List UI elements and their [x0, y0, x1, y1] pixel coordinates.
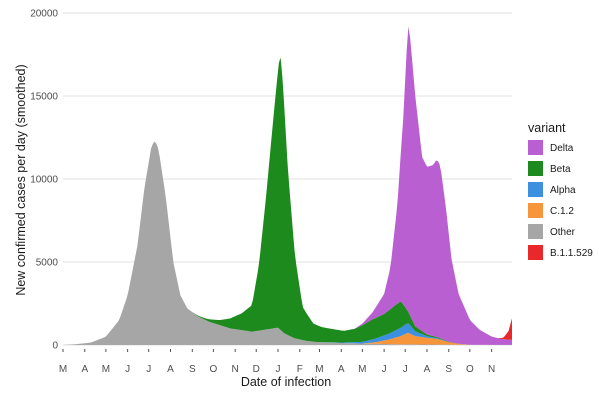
legend-label-beta: Beta [550, 164, 571, 175]
x-tick-label-16: J [403, 364, 408, 375]
x-tick-label-10: J [276, 364, 281, 375]
y-axis: 0 5000 10000 15000 20000 [30, 9, 58, 352]
x-tick-label-3: J [125, 364, 130, 375]
x-tick-label-9: D [253, 364, 260, 375]
legend: variant Delta Beta Alpha C.1.2 Other B.1.1.52… [528, 121, 593, 260]
area-delta [63, 26, 512, 345]
x-tick-label-19: O [466, 364, 474, 375]
x-axis-title: Date of infection [241, 375, 331, 389]
x-tick-label-1: A [81, 364, 88, 375]
x-tick-label-7: O [209, 364, 217, 375]
y-tick-label-2: 10000 [30, 175, 58, 186]
x-tick-label-11: F [297, 364, 303, 375]
legend-title: variant [528, 121, 566, 135]
x-tick-label-8: N [232, 364, 239, 375]
area-other [63, 141, 512, 345]
x-tick-label-15: J [382, 364, 387, 375]
x-tick-label-20: N [488, 364, 495, 375]
legend-label-b-1-1-529: B.1.1.529 [550, 248, 593, 259]
x-tick-label-2: M [102, 364, 110, 375]
legend-label-c-1-2: C.1.2 [550, 206, 574, 217]
y-tick-label-0: 0 [52, 341, 58, 352]
legend-swatch-alpha [528, 182, 543, 197]
stacked-areas [63, 26, 512, 345]
x-tick-label-14: M [358, 364, 366, 375]
x-tick-label-18: S [445, 364, 452, 375]
x-tick-label-6: S [189, 364, 196, 375]
legend-swatch-c-1-2 [528, 203, 543, 218]
legend-swatch-other [528, 224, 543, 239]
x-tick-label-12: M [315, 364, 323, 375]
x-tick-label-5: A [167, 364, 174, 375]
x-tick-label-4: J [146, 364, 151, 375]
legend-swatch-beta [528, 161, 543, 176]
legend-label-other: Other [550, 227, 576, 238]
y-tick-label-4: 20000 [30, 9, 58, 20]
x-tick-label-17: A [424, 364, 431, 375]
area-beta [63, 57, 512, 345]
legend-swatch-delta [528, 140, 543, 155]
legend-label-alpha: Alpha [550, 185, 576, 196]
y-tick-label-3: 15000 [30, 92, 58, 103]
x-tick-label-0: M [59, 364, 67, 375]
x-tick-label-13: A [338, 364, 345, 375]
y-axis-title: New confirmed cases per day (smoothed) [14, 64, 28, 295]
legend-label-delta: Delta [550, 143, 574, 154]
legend-swatch-b-1-1-529 [528, 245, 543, 260]
y-tick-label-1: 5000 [36, 258, 59, 269]
